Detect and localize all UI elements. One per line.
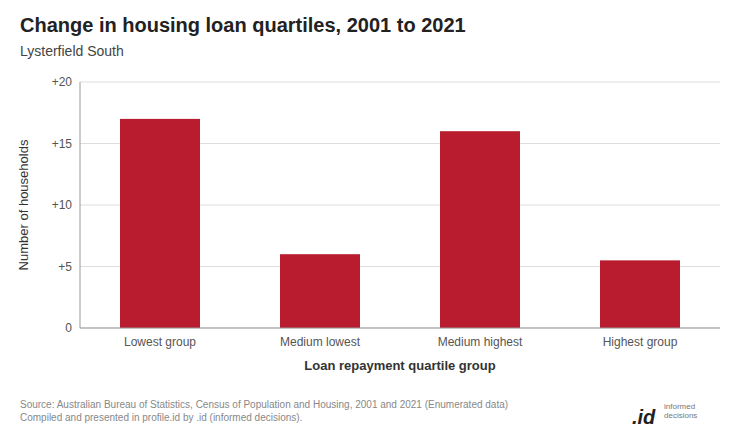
x-axis-label: Loan repayment quartile group — [304, 358, 495, 373]
bars — [120, 119, 680, 328]
bar — [440, 131, 520, 328]
grid — [80, 82, 720, 328]
y-tick-label: +10 — [52, 198, 73, 212]
bar — [600, 260, 680, 328]
x-tick-label: Lowest group — [124, 335, 196, 349]
subtitle: Lysterfield South — [20, 43, 124, 59]
logo-tagline-line: informed — [664, 402, 695, 411]
y-tick-label: +15 — [52, 137, 73, 151]
y-tick-label: +20 — [52, 75, 73, 89]
bar — [280, 254, 360, 328]
logo-tagline-line: decisions — [664, 411, 697, 420]
logo-tagline: informeddecisions — [664, 402, 697, 420]
x-tick-label: Medium highest — [438, 335, 523, 349]
source-note: Source: Australian Bureau of Statistics,… — [20, 399, 508, 423]
y-tick-label: +5 — [58, 260, 72, 274]
y-axis-label: Number of households — [16, 139, 31, 270]
x-tick-label: Medium lowest — [280, 335, 361, 349]
bar — [120, 119, 200, 328]
logo: .id — [632, 406, 656, 428]
page: {"chart_data": {"type": "bar", "title": … — [0, 0, 740, 440]
title: Change in housing loan quartiles, 2001 t… — [20, 14, 466, 36]
y-tick-label: 0 — [65, 321, 72, 335]
chart-container: Change in housing loan quartiles, 2001 t… — [0, 0, 740, 440]
source-note-line: Source: Australian Bureau of Statistics,… — [20, 399, 508, 410]
x-axis-line — [80, 328, 720, 329]
source-note-line: Compiled and presented in profile.id by … — [20, 412, 302, 423]
x-tick-label: Highest group — [603, 335, 678, 349]
grid-line — [80, 328, 720, 329]
y-axis-line — [80, 82, 81, 328]
grid-line — [80, 82, 720, 83]
chart-svg: Change in housing loan quartiles, 2001 t… — [0, 0, 740, 440]
